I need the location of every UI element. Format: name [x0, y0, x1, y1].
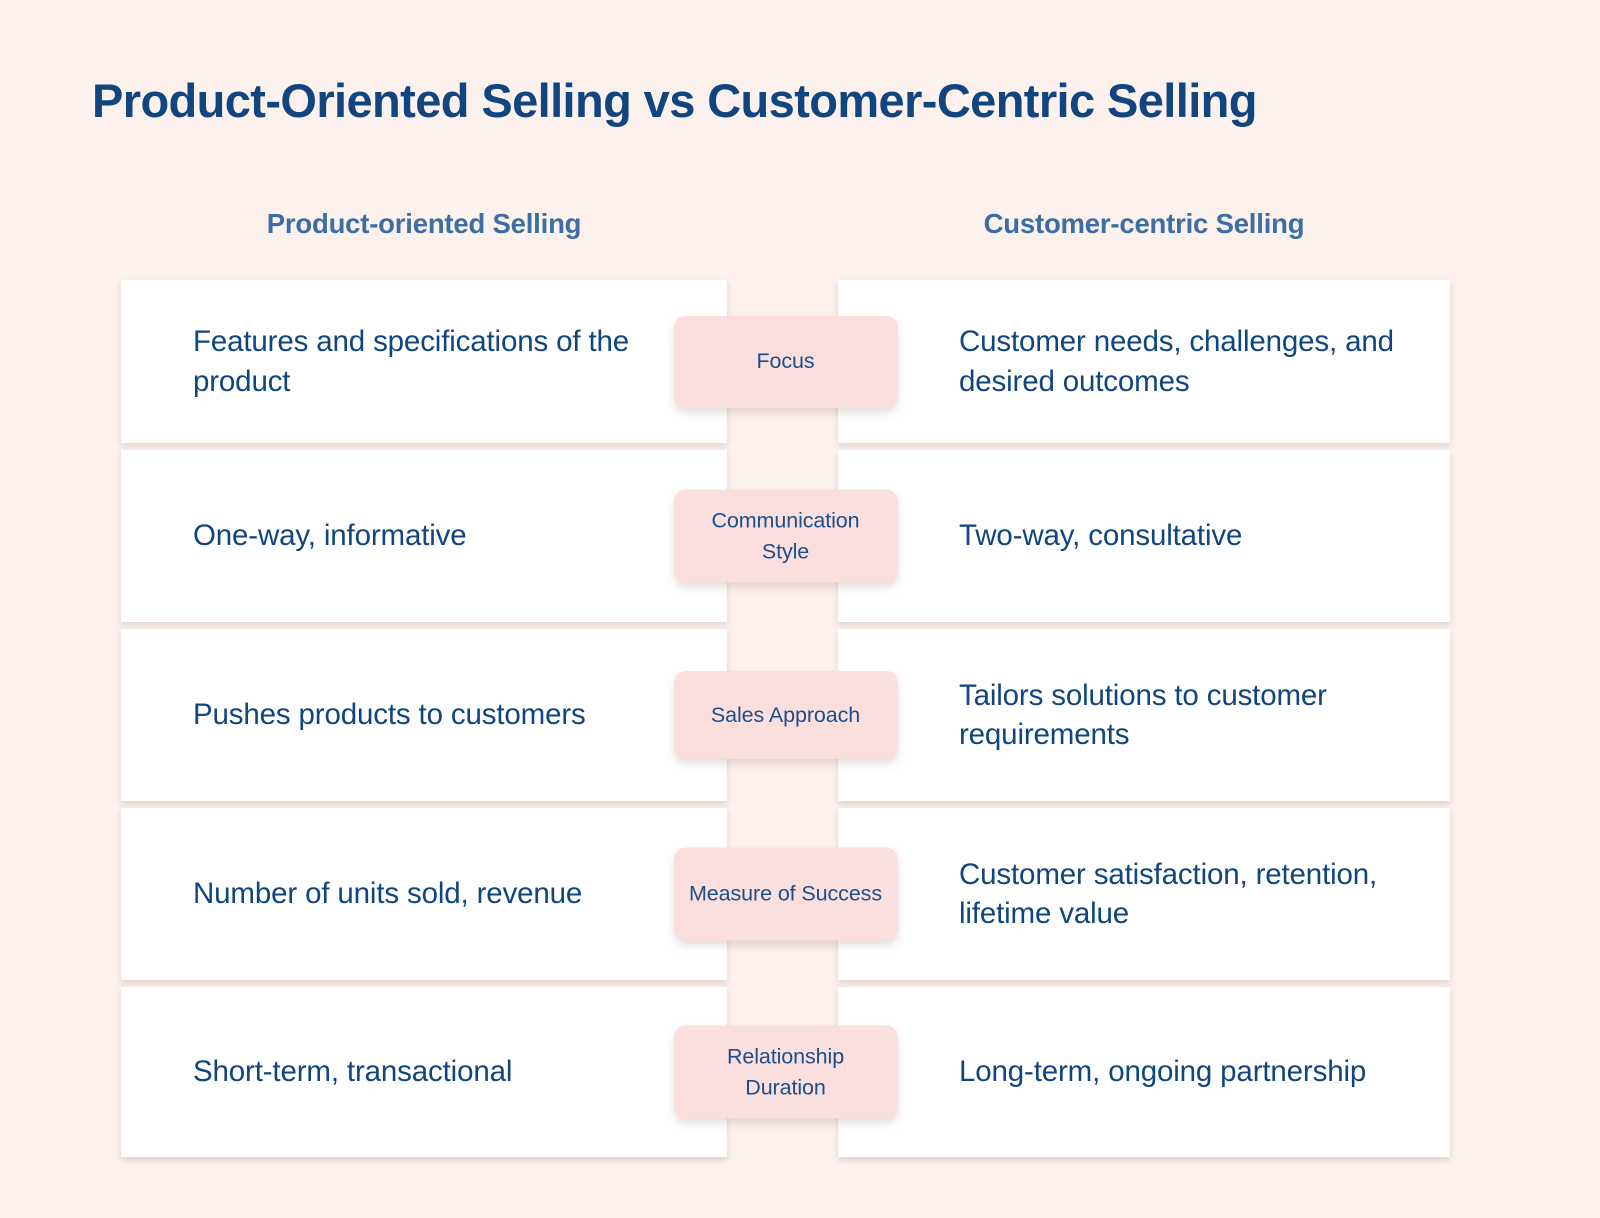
- row-cell-left: Features and specifications of the produ…: [121, 280, 727, 443]
- row-label-text: Measure of Success: [689, 881, 882, 906]
- row-cell-right: Two-way, consultative: [838, 450, 1450, 622]
- row-label-text: Focus: [756, 349, 815, 374]
- row-cell-right-text: Long-term, ongoing partnership: [959, 1055, 1367, 1089]
- table-row: Pushes products to customers Tailors sol…: [121, 629, 1450, 801]
- row-label-chip: Sales Approach: [673, 671, 898, 759]
- row-cell-right: Customer needs, challenges, and desired …: [838, 280, 1450, 443]
- row-cell-left-text: Features and specifications of the produ…: [193, 325, 630, 398]
- row-cell-left: One-way, informative: [121, 450, 727, 622]
- page-title: Product-Oriented Selling vs Customer-Cen…: [92, 74, 1258, 127]
- row-cell-right-text: Two-way, consultative: [959, 519, 1243, 553]
- row-cell-left: Pushes products to customers: [121, 629, 727, 801]
- row-cell-right-text: Customer satisfaction, retention, lifeti…: [959, 857, 1378, 930]
- column-header-left: Product-oriented Selling: [266, 208, 582, 239]
- row-cell-left: Number of units sold, revenue: [121, 808, 727, 980]
- row-label-chip: Relationship Duration: [673, 1025, 898, 1119]
- row-cell-right: Customer satisfaction, retention, lifeti…: [838, 808, 1450, 980]
- column-header-right: Customer-centric Selling: [983, 208, 1305, 239]
- row-cell-right-text: Customer needs, challenges, and desired …: [959, 325, 1394, 398]
- row-label-text: Relationship Duration: [726, 1044, 845, 1099]
- table-row: Number of units sold, revenue Customer s…: [121, 808, 1450, 980]
- row-cell-left-text: Short-term, transactional: [193, 1055, 513, 1089]
- row-label-chip: Measure of Success: [673, 847, 898, 941]
- row-cell-right: Long-term, ongoing partnership: [838, 987, 1450, 1157]
- row-label-chip: Communication Style: [673, 489, 898, 583]
- table-row: Features and specifications of the produ…: [121, 280, 1450, 443]
- row-label-text: Sales Approach: [710, 702, 861, 727]
- row-cell-right-text: Tailors solutions to customer requiremen…: [959, 678, 1327, 751]
- row-cell-right: Tailors solutions to customer requiremen…: [838, 629, 1450, 801]
- row-label-chip: Focus: [673, 315, 898, 408]
- row-label-text: Communication Style: [711, 508, 860, 563]
- row-cell-left-text: Number of units sold, revenue: [193, 877, 583, 911]
- row-cell-left-text: One-way, informative: [193, 519, 467, 553]
- table-row: One-way, informative Two-way, consultati…: [121, 450, 1450, 622]
- row-cell-left-text: Pushes products to customers: [193, 698, 586, 732]
- table-row: Short-term, transactional Long-term, ong…: [121, 987, 1450, 1157]
- comparison-table: Features and specifications of the produ…: [121, 280, 1450, 1157]
- row-cell-left: Short-term, transactional: [121, 987, 727, 1157]
